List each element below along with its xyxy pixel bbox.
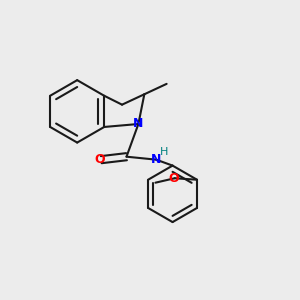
Text: O: O — [168, 172, 178, 185]
Text: N: N — [133, 118, 144, 130]
Text: N: N — [151, 153, 161, 166]
Text: H: H — [160, 147, 168, 157]
Text: O: O — [94, 153, 105, 166]
